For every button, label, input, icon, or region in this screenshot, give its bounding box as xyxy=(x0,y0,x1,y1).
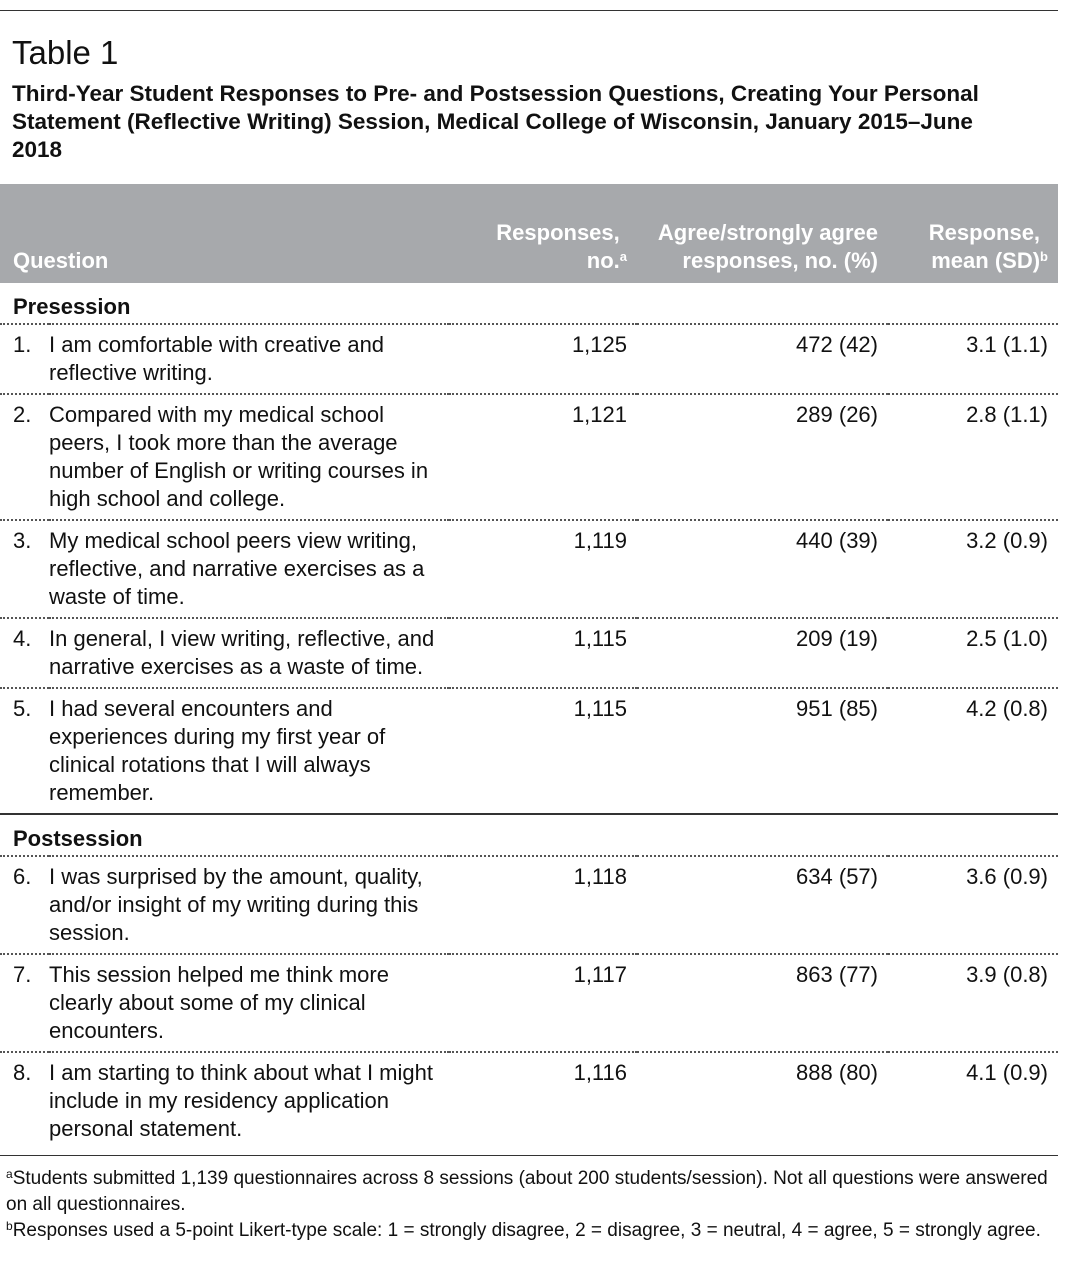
row: 6. I was surprised by the amount, quality… xyxy=(0,855,1058,954)
agree-count: 209 (19) xyxy=(637,617,888,688)
row-number: 4. xyxy=(0,617,49,688)
responses: 1,119 xyxy=(449,519,637,618)
question: I was surprised by the amount, quality, … xyxy=(49,855,449,954)
row: 3. My medical school peers view writing, … xyxy=(0,519,1058,618)
row: 1. I am comfortable with creative and ref… xyxy=(0,323,1058,394)
row: 5. I had several encounters and experienc… xyxy=(0,687,1058,814)
agree-count: 440 (39) xyxy=(637,519,888,618)
mean-sd: 2.5 (1.0) xyxy=(888,617,1058,688)
section: Presession 1. I am comfortable with creati… xyxy=(0,283,1058,814)
agree-count: 634 (57) xyxy=(637,855,888,954)
header-text: Question xyxy=(13,248,109,273)
footnote: bResponses used a 5-point Likert-type sc… xyxy=(6,1218,1056,1244)
footnote: aStudents submitted 1,139 questionnaires… xyxy=(6,1166,1056,1218)
row-number: 8. xyxy=(0,1051,49,1156)
responses: 1,115 xyxy=(449,617,637,688)
table: Question Responses, no.a Agree/strongly … xyxy=(0,184,1058,1156)
agree-count: 472 (42) xyxy=(637,323,888,394)
footnote-text: Students submitted 1,139 questionnaires … xyxy=(6,1168,1048,1215)
agree-count: 951 (85) xyxy=(637,687,888,814)
agree-count: 289 (26) xyxy=(637,393,888,520)
question: This session helped me think more clearl… xyxy=(49,953,449,1052)
header-text: Responses, no. xyxy=(496,220,620,273)
mean-sd: 3.1 (1.1) xyxy=(888,323,1058,394)
footnote-mark: a xyxy=(6,1167,13,1181)
section: Postsession 6. I was surprised by the amou… xyxy=(0,813,1058,1156)
mean-sd: 3.6 (0.9) xyxy=(888,855,1058,954)
row-number: 7. xyxy=(0,953,49,1052)
header: Question Responses, no.a Agree/strongly … xyxy=(0,184,1058,283)
responses: 1,115 xyxy=(449,687,637,814)
row-number: 2. xyxy=(0,393,49,520)
section-name: Postsession xyxy=(0,813,1058,856)
table-title: Third-Year Student Responses to Pre- and… xyxy=(12,81,979,162)
responses: 1,116 xyxy=(449,1051,637,1156)
row: 2. Compared with my medical school peers,… xyxy=(0,393,1058,520)
header-text: Response, mean (SD) xyxy=(928,220,1041,273)
responses: 1,117 xyxy=(449,953,637,1052)
footnote-mark: b xyxy=(1040,249,1048,264)
row-number: 3. xyxy=(0,519,49,618)
question: I am comfortable with creative and refle… xyxy=(49,323,449,394)
row: 7. This session helped me think more clea… xyxy=(0,953,1058,1052)
agree-count: 863 (77) xyxy=(637,953,888,1052)
agree-count: 888 (80) xyxy=(637,1051,888,1156)
table-label: Table 1 xyxy=(12,34,119,71)
question: In general, I view writing, reflective, … xyxy=(49,617,449,688)
responses: 1,125 xyxy=(449,323,637,394)
section-name: Presession xyxy=(13,294,131,319)
section-row: Postsession xyxy=(0,813,1058,856)
row: 8. I am starting to think about what I mi… xyxy=(0,1051,1058,1156)
footnotes: aStudents submitted 1,139 questionnaires… xyxy=(6,1166,1056,1244)
footnote-mark: b xyxy=(6,1219,13,1233)
footnote-text: Responses used a 5-point Likert-type sca… xyxy=(12,1220,1041,1241)
header-text: Agree/strongly agree responses, no. (%) xyxy=(657,220,878,273)
question: My medical school peers view writing, re… xyxy=(49,519,449,618)
mean-sd: 3.2 (0.9) xyxy=(888,519,1058,618)
question: I had several encounters and experiences… xyxy=(49,687,449,814)
header-cell: Agree/strongly agree responses, no. (%) xyxy=(637,184,888,283)
header-cell: Responses, no.a xyxy=(449,184,637,283)
row: 4. In general, I view writing, reflective… xyxy=(0,617,1058,688)
header-cell: Question xyxy=(0,184,449,283)
mean-sd: 4.1 (0.9) xyxy=(888,1051,1058,1156)
question: I am starting to think about what I migh… xyxy=(49,1051,449,1156)
question: Compared with my medical school peers, I… xyxy=(49,393,449,520)
mean-sd: 2.8 (1.1) xyxy=(888,393,1058,520)
row-number: 1. xyxy=(0,323,49,394)
row-number: 6. xyxy=(0,855,49,954)
top-rule xyxy=(0,10,1058,11)
header-cell: Response, mean (SD)b xyxy=(888,184,1058,283)
mean-sd: 4.2 (0.8) xyxy=(888,687,1058,814)
section-row: Presession xyxy=(0,283,1058,324)
responses: 1,121 xyxy=(449,393,637,520)
footnote-mark: a xyxy=(619,249,627,264)
mean-sd: 3.9 (0.8) xyxy=(888,953,1058,1052)
responses: 1,118 xyxy=(449,855,637,954)
row-number: 5. xyxy=(0,687,49,814)
